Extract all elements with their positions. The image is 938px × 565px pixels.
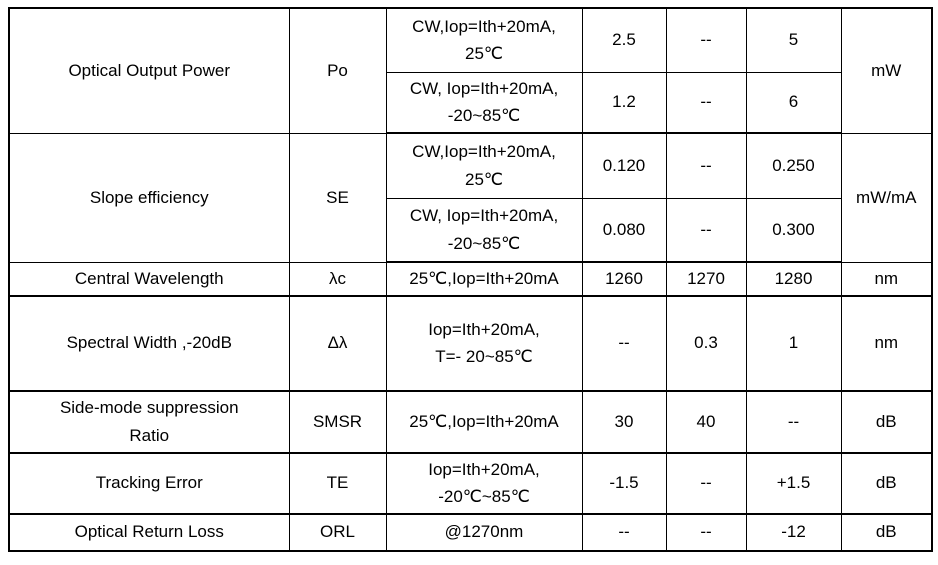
typ-cell: -- — [665, 71, 747, 134]
max-cell: 0.300 — [745, 197, 842, 263]
typ-cell: 40 — [665, 390, 747, 454]
unit-cell: dB — [840, 513, 933, 552]
unit-cell: dB — [840, 390, 933, 454]
table-row-slope-efficiency-1: Slope efficiency SE CW,Iop=Ith+20mA, 25℃… — [8, 132, 933, 263]
parameter-cell: Tracking Error — [8, 452, 290, 515]
max-cell: -- — [745, 390, 842, 454]
max-cell: +1.5 — [745, 452, 842, 515]
spec-table: Optical Output Power Po CW,Iop=Ith+20mA,… — [8, 7, 933, 552]
symbol-cell: Po — [288, 7, 387, 134]
max-cell: 5 — [745, 7, 842, 73]
unit-cell: mW/mA — [840, 132, 933, 263]
symbol-cell: Δλ — [288, 295, 387, 392]
parameter-cell: Spectral Width ,-20dB — [8, 295, 290, 392]
max-cell: 1 — [745, 295, 842, 392]
parameter-cell: Optical Return Loss — [8, 513, 290, 552]
max-cell: -12 — [745, 513, 842, 552]
conditions-cell: Iop=Ith+20mA, T=- 20~85℃ — [385, 295, 583, 392]
symbol-cell: SMSR — [288, 390, 387, 454]
unit-cell: nm — [840, 295, 933, 392]
conditions-cell: @1270nm — [385, 513, 583, 552]
min-cell: 0.120 — [581, 132, 667, 199]
table-row-optical-return-loss: Optical Return Loss ORL @1270nm -- -- -1… — [8, 513, 933, 552]
table-row-optical-output-power-1: Optical Output Power Po CW,Iop=Ith+20mA,… — [8, 7, 933, 134]
table-row-central-wavelength: Central Wavelength λc 25℃,Iop=Ith+20mA 1… — [8, 261, 933, 297]
symbol-cell: TE — [288, 452, 387, 515]
unit-cell: dB — [840, 452, 933, 515]
min-cell: -1.5 — [581, 452, 667, 515]
typ-cell: 1270 — [665, 261, 747, 297]
min-cell: -- — [581, 295, 667, 392]
table-row-spectral-width: Spectral Width ,-20dB Δλ Iop=Ith+20mA, T… — [8, 295, 933, 392]
conditions-cell: Iop=Ith+20mA, -20℃~85℃ — [385, 452, 583, 515]
max-cell: 6 — [745, 71, 842, 134]
table-row-smsr: Side-mode suppression Ratio SMSR 25℃,Iop… — [8, 390, 933, 454]
conditions-cell: 25℃,Iop=Ith+20mA — [385, 390, 583, 454]
conditions-cell: CW, Iop=Ith+20mA, -20~85℃ — [385, 71, 583, 134]
typ-cell: -- — [665, 7, 747, 73]
min-cell: 30 — [581, 390, 667, 454]
parameter-cell: Central Wavelength — [8, 261, 290, 297]
typ-cell: -- — [665, 197, 747, 263]
unit-cell: mW — [840, 7, 933, 134]
min-cell: 1.2 — [581, 71, 667, 134]
unit-cell: nm — [840, 261, 933, 297]
table-row-optical-output-power-2: CW, Iop=Ith+20mA, -20~85℃ 1.2 -- 6 — [9, 71, 932, 134]
parameter-cell: Side-mode suppression Ratio — [8, 390, 290, 454]
conditions-cell: CW,Iop=Ith+20mA, 25℃ — [385, 132, 583, 199]
min-cell: 1260 — [581, 261, 667, 297]
typ-cell: -- — [665, 132, 747, 199]
max-cell: 1280 — [745, 261, 842, 297]
typ-cell: 0.3 — [665, 295, 747, 392]
conditions-cell: CW,Iop=Ith+20mA, 25℃ — [385, 7, 583, 73]
min-cell: 0.080 — [581, 197, 667, 263]
parameter-cell: Slope efficiency — [8, 132, 290, 263]
min-cell: -- — [581, 513, 667, 552]
symbol-cell: SE — [288, 132, 387, 263]
table-row-slope-efficiency-2: CW, Iop=Ith+20mA, -20~85℃ 0.080 -- 0.300 — [9, 197, 932, 263]
symbol-cell: ORL — [288, 513, 387, 552]
min-cell: 2.5 — [581, 7, 667, 73]
parameter-cell: Optical Output Power — [8, 7, 290, 134]
conditions-cell: 25℃,Iop=Ith+20mA — [385, 261, 583, 297]
conditions-cell: CW, Iop=Ith+20mA, -20~85℃ — [385, 197, 583, 263]
symbol-cell: λc — [288, 261, 387, 297]
typ-cell: -- — [665, 513, 747, 552]
max-cell: 0.250 — [745, 132, 842, 199]
typ-cell: -- — [665, 452, 747, 515]
table-row-tracking-error: Tracking Error TE Iop=Ith+20mA, -20℃~85℃… — [8, 452, 933, 515]
